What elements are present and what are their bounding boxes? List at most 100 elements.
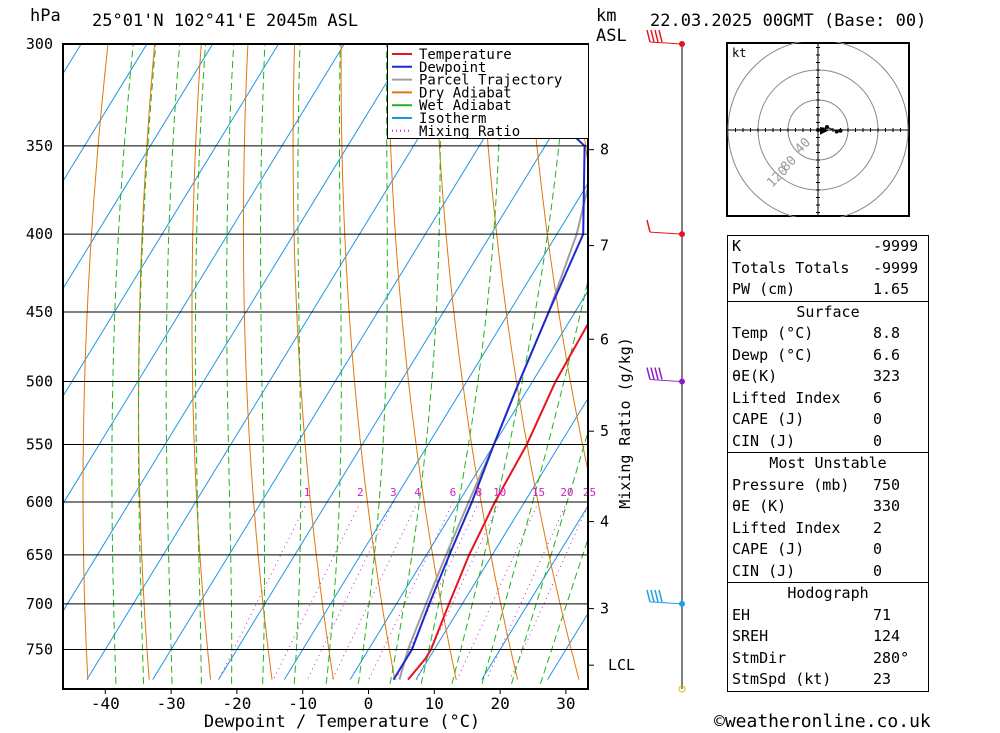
dry-adiabat-line xyxy=(292,44,334,680)
index-row: PW (cm) 1.65 xyxy=(732,280,910,298)
wet-adiabat-line xyxy=(389,44,441,684)
surface-title: Surface xyxy=(796,302,860,321)
isotherm-line xyxy=(481,504,588,680)
temperature-tick-label: 0 xyxy=(364,694,374,713)
dry-adiabat-line xyxy=(340,44,396,680)
km-tick-label: 8 xyxy=(600,141,609,159)
legend-isotherm: Isotherm xyxy=(419,111,486,127)
hodograph-point xyxy=(825,125,829,129)
index-row: CIN (J) 0 xyxy=(732,561,883,580)
hodograph-section: Hodograph EH 71 SREH 124 StmDir 280° StmSpd… xyxy=(728,582,928,692)
x-axis-title: Dewpoint / Temperature (°C) xyxy=(204,712,480,732)
mixing-ratio-label: 2 xyxy=(357,486,364,499)
temperature-tick-label: 20 xyxy=(490,694,509,713)
wind-barb-feather xyxy=(646,219,651,233)
legend-dewpoint: Dewpoint xyxy=(419,60,486,76)
wind-barb-staff xyxy=(649,231,683,235)
legend-temperature: Temperature xyxy=(419,47,512,63)
temperature-tick-label: 10 xyxy=(425,694,444,713)
isotherm-line xyxy=(415,397,588,680)
index-row: K -9999 xyxy=(732,237,919,255)
wind-barb-feather xyxy=(650,589,655,603)
index-row: EH 71 xyxy=(732,605,892,624)
legend-mixing-ratio: Mixing Ratio xyxy=(419,124,520,138)
hodograph-point xyxy=(816,128,820,132)
storm-motion-marker xyxy=(820,126,828,135)
dry-adiabat-line xyxy=(82,44,109,680)
chart-legend: Temperature Dewpoint Parcel Trajectory Dry … xyxy=(387,44,589,140)
km-tick-label: 4 xyxy=(600,513,609,531)
isotherm-line xyxy=(63,44,411,613)
pressure-unit: hPa xyxy=(30,6,61,26)
km-tick-label: 5 xyxy=(600,422,609,440)
mixing-ratio-line xyxy=(509,504,588,680)
datetime-title: 22.03.2025 00GMT (Base: 00) xyxy=(650,11,927,31)
wet-adiabat-line xyxy=(481,278,588,684)
isotherm-line xyxy=(283,182,588,680)
mixing-ratio-axis-title: Mixing Ratio (g/kg) xyxy=(616,337,634,509)
index-row: StmSpd (kt) 23 xyxy=(732,670,892,688)
index-row: CAPE (J) 0 xyxy=(732,540,883,558)
location-title: 25°01'N 102°41'E 2045m ASL xyxy=(92,11,359,31)
pressure-tick-label: 700 xyxy=(26,595,53,613)
isotherm-line xyxy=(63,44,345,505)
wet-adiabat-line xyxy=(293,44,302,684)
hodograph-unit: kt xyxy=(732,46,746,60)
mixing-ratio-line xyxy=(218,501,308,680)
wind-barb-feather xyxy=(646,589,651,603)
pressure-tick-label: 500 xyxy=(26,373,53,391)
index-row: θE (K) 330 xyxy=(732,497,901,515)
wet-adiabat-line xyxy=(194,44,206,684)
mixing-ratio-line xyxy=(486,501,568,680)
wind-barb-feather xyxy=(654,589,659,603)
most-unstable-section: Most Unstable Pressure (mb) 750 θE (K) 330… xyxy=(728,452,928,582)
mixing-ratio-label: 3 xyxy=(390,486,397,499)
isotherm-line xyxy=(152,44,543,680)
index-row: StmDir 280° xyxy=(732,648,910,667)
wind-barb-feather xyxy=(646,29,651,43)
mixing-ratio-label: 15 xyxy=(532,486,545,499)
dry-adiabat-line xyxy=(948,44,1000,680)
mixing-ratio-label: 1 xyxy=(304,486,311,499)
legend-dry-adiabat: Dry Adiabat xyxy=(419,85,512,101)
mixing-ratio-label: 10 xyxy=(493,486,506,499)
dry-adiabat-line xyxy=(191,44,212,680)
dry-adiabat-line xyxy=(242,44,273,680)
copyright: ©weatheronline.co.uk xyxy=(714,711,931,732)
isotherm-line xyxy=(63,44,279,398)
wind-barb-feather xyxy=(654,29,659,43)
wind-barb-staff xyxy=(649,601,683,605)
dry-adiabat-line xyxy=(387,44,457,680)
wet-adiabat-line xyxy=(165,44,181,684)
km-unit: km xyxy=(596,6,617,26)
general-indices: K -9999 Totals Totals -9999 PW (cm) 1.65 xyxy=(728,236,928,301)
isotherm-line xyxy=(86,44,477,680)
mixing-ratio-label: 25 xyxy=(583,486,596,499)
legend-parcel: Parcel Trajectory xyxy=(419,73,562,89)
wind-barb-feather xyxy=(650,367,655,380)
dry-adiabat-line xyxy=(994,44,1000,680)
wind-barb-feather xyxy=(658,367,663,380)
mixing-ratio-label: 20 xyxy=(560,486,573,499)
plot-area xyxy=(0,44,1000,684)
pressure-tick-label: 650 xyxy=(26,546,53,564)
legend-wet-adiabat: Wet Adiabat xyxy=(419,98,512,114)
hodograph-point xyxy=(838,128,843,133)
surface-section: Surface Temp (°C) 8.8 Dewp (°C) 6.6 θE(K) 3… xyxy=(728,300,928,453)
wind-barb-feather xyxy=(658,589,663,603)
index-row: Dewp (°C) 6.6 xyxy=(732,345,901,364)
wind-barb-feather xyxy=(646,367,651,380)
isotherm-line xyxy=(0,44,15,680)
index-row: Lifted Index 6 xyxy=(732,388,883,407)
wind-barb-staff xyxy=(649,41,683,45)
mixing-ratio-label: 8 xyxy=(476,486,483,499)
pressure-tick-label: 600 xyxy=(26,493,53,511)
index-row: Lifted Index 2 xyxy=(732,518,883,537)
temperature-tick-label: -40 xyxy=(91,694,120,713)
wind-barb-feather xyxy=(658,29,663,43)
wet-adiabat-line xyxy=(420,44,502,684)
km-tick-label: 7 xyxy=(600,237,609,255)
wet-adiabat-line xyxy=(226,44,235,684)
dry-adiabat-line xyxy=(527,44,588,474)
